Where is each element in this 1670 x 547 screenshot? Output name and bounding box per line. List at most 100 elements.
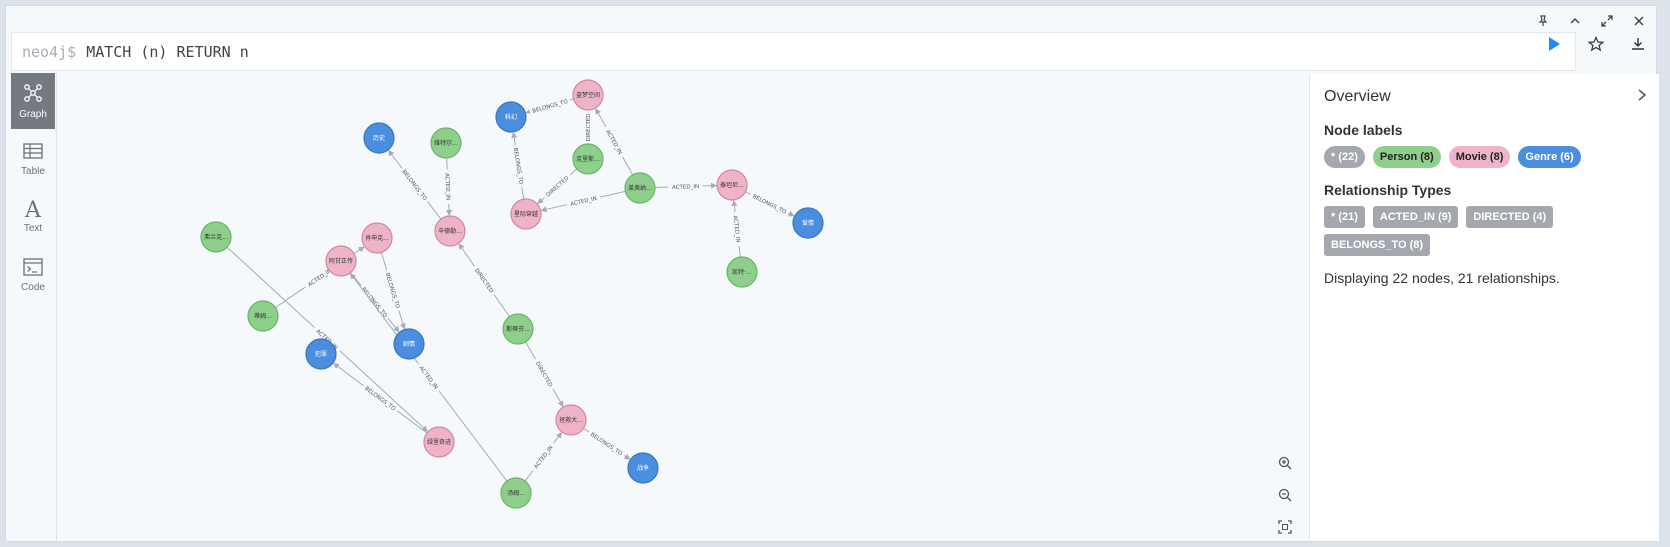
node-circle[interactable] — [792, 207, 824, 239]
movie-node[interactable]: 泰坦尼... — [716, 169, 748, 201]
node-circle[interactable] — [430, 127, 462, 159]
genre-node[interactable]: 犯罪 — [305, 338, 337, 370]
favorite-star-icon[interactable] — [1586, 34, 1606, 54]
relationship-label-bg — [303, 264, 337, 291]
movie-node[interactable]: 拯救大... — [555, 404, 587, 436]
node-label-chip[interactable]: * (22) — [1324, 146, 1365, 168]
genre-node[interactable]: 科幻 — [495, 101, 527, 133]
genre-node[interactable]: 战争 — [627, 452, 659, 484]
node-label-chip[interactable]: Movie (8) — [1448, 146, 1511, 168]
relationship-label-bg — [731, 211, 743, 247]
download-icon[interactable] — [1628, 34, 1648, 54]
person-node[interactable]: 汤姆... — [500, 477, 532, 509]
person-node[interactable]: 维特尔... — [430, 127, 462, 159]
relationship-label-bg — [511, 144, 526, 188]
relationship-label-bg — [398, 165, 431, 205]
node-label-chip[interactable]: Genre (6) — [1518, 146, 1581, 168]
graph-canvas[interactable]: BELONGS_TODIRECTEDACTED_INDIRECTEDBELONG… — [57, 73, 1310, 541]
view-code-button[interactable]: Code — [11, 247, 55, 303]
query-text[interactable]: MATCH (n) RETURN n — [86, 42, 249, 61]
relationship-label: ACTED_IN — [570, 196, 598, 208]
view-graph-button[interactable]: Graph — [11, 73, 55, 129]
node-caption: 克里斯... — [576, 155, 600, 163]
node-circle[interactable] — [510, 198, 542, 230]
view-table-label: Table — [21, 165, 45, 177]
person-node[interactable]: 凯特·... — [726, 256, 758, 288]
relationship-label-bg — [584, 110, 592, 145]
movie-node[interactable]: 星际穿越 — [510, 198, 542, 230]
relationship-types-list: * (21) ACTED_IN (9) DIRECTED (4) BELONGS_TO… — [1324, 206, 1624, 256]
person-node[interactable]: 莱奥纳... — [624, 172, 656, 204]
movie-node[interactable]: 肖申克... — [361, 222, 393, 254]
run-icon[interactable] — [1544, 34, 1564, 54]
node-circle[interactable] — [423, 426, 455, 458]
node-circle[interactable] — [624, 172, 656, 204]
node-circle[interactable] — [305, 338, 337, 370]
view-graph-label: Graph — [19, 108, 47, 120]
relationship-label: ACTED_IN — [533, 445, 554, 470]
relationship-label: ACTED_IN — [672, 184, 699, 191]
movie-node[interactable]: 阿甘正传 — [325, 245, 357, 277]
collapse-up-icon[interactable] — [1566, 12, 1584, 30]
relationship-type-chip[interactable]: BELONGS_TO (8) — [1324, 234, 1431, 256]
code-icon — [23, 257, 43, 280]
relationship-label: BELONGS_TO — [512, 148, 524, 186]
node-circle[interactable] — [325, 245, 357, 277]
node-circle[interactable] — [627, 452, 659, 484]
node-circle[interactable] — [361, 222, 393, 254]
editor-actions — [1544, 34, 1648, 54]
relationship-label: BELONGS_TO — [589, 432, 623, 458]
relationship-label-bg — [382, 269, 403, 312]
node-circle[interactable] — [572, 79, 604, 111]
view-text-button[interactable]: A Text — [11, 189, 55, 245]
node-caption: 盗梦空间 — [576, 91, 600, 99]
node-circle[interactable] — [500, 477, 532, 509]
relationship-label-bg — [471, 263, 498, 297]
node-circle[interactable] — [200, 221, 232, 253]
node-circle[interactable] — [555, 404, 587, 436]
movie-node[interactable]: 盗梦空间 — [572, 79, 604, 111]
node-circle[interactable] — [434, 215, 466, 247]
node-caption: 拯救大... — [559, 416, 583, 424]
fit-to-screen-icon[interactable] — [1268, 516, 1302, 538]
node-caption: 战争 — [637, 464, 649, 472]
genre-node[interactable]: 剧情 — [393, 328, 425, 360]
node-circle[interactable] — [495, 101, 527, 133]
zoom-out-icon[interactable] — [1268, 484, 1302, 506]
text-icon: A — [25, 197, 41, 223]
relationship-label: BELONGS_TO — [400, 169, 427, 202]
node-circle[interactable] — [716, 169, 748, 201]
movie-node[interactable]: 绿里奇迹 — [423, 426, 455, 458]
node-caption: 科幻 — [505, 113, 517, 121]
frame-controls — [1534, 12, 1648, 30]
query-editor[interactable]: neo4j$ MATCH (n) RETURN n — [11, 32, 1576, 71]
relationship-type-chip[interactable]: DIRECTED (4) — [1466, 206, 1554, 228]
movie-node[interactable]: 辛德勒... — [434, 215, 466, 247]
person-node[interactable]: 克里斯... — [572, 143, 604, 175]
view-text-label: Text — [23, 222, 43, 234]
zoom-in-icon[interactable] — [1268, 452, 1302, 474]
node-circle[interactable] — [726, 256, 758, 288]
person-node[interactable]: 斯蒂芬... — [502, 313, 534, 345]
relationship-label-bg — [586, 428, 627, 459]
relationship-label-bg — [668, 181, 703, 192]
node-label-chip[interactable]: Person (8) — [1372, 146, 1441, 168]
person-node[interactable]: 蒂姆... — [247, 300, 279, 332]
view-table-button[interactable]: Table — [11, 131, 55, 187]
chevron-right-icon[interactable] — [1637, 88, 1647, 106]
node-circle[interactable] — [572, 143, 604, 175]
close-icon[interactable] — [1630, 12, 1648, 30]
display-summary: Displaying 22 nodes, 21 relationships. — [1324, 270, 1560, 286]
relationship-type-chip[interactable]: * (21) — [1324, 206, 1365, 228]
fullscreen-icon[interactable] — [1598, 12, 1616, 30]
node-circle[interactable] — [502, 313, 534, 345]
node-circle[interactable] — [363, 122, 395, 154]
node-circle[interactable] — [247, 300, 279, 332]
node-circle[interactable] — [393, 328, 425, 360]
genre-node[interactable]: 爱情 — [792, 207, 824, 239]
relationship-type-chip[interactable]: ACTED_IN (9) — [1372, 206, 1459, 228]
node-caption: 蒂姆... — [254, 312, 272, 320]
person-node[interactable]: 弗兰克... — [200, 221, 232, 253]
genre-node[interactable]: 历史 — [363, 122, 395, 154]
pin-icon[interactable] — [1534, 12, 1552, 30]
